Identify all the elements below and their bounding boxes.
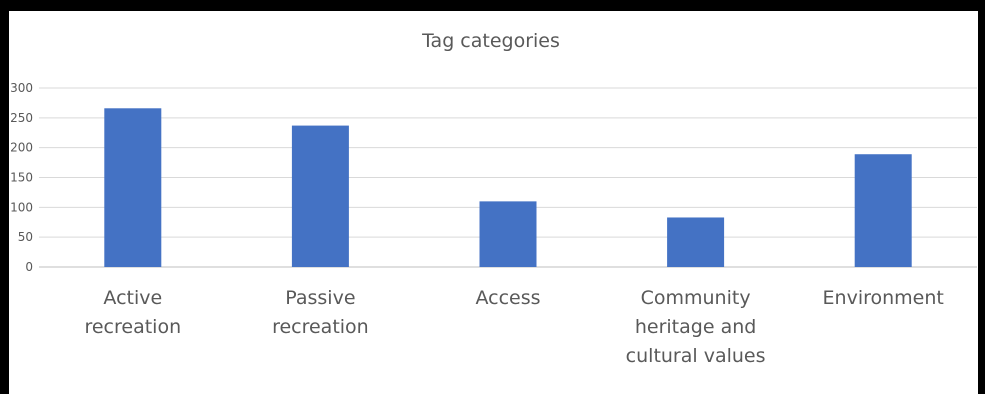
y-tick-label: 150	[10, 171, 33, 185]
bar	[291, 125, 349, 267]
bars	[104, 108, 912, 267]
bar	[854, 154, 912, 267]
y-tick-label: 100	[10, 200, 33, 214]
y-tick-label: 200	[10, 141, 33, 155]
y-axis-ticks: 0 50 100 150 200 250 300	[10, 81, 33, 274]
bar-chart: Tag categories 0 50 100 150 200 250 300 Active…	[10, 30, 977, 367]
x-tick-label: Environment	[823, 287, 944, 309]
bar	[667, 217, 725, 267]
bar	[479, 201, 537, 267]
x-tick-label: Active recreation	[84, 287, 181, 338]
bar	[104, 108, 162, 267]
x-tick-label: Access	[475, 287, 540, 309]
x-tick-label: Community heritage and cultural values	[626, 287, 766, 367]
y-tick-label: 50	[18, 230, 33, 244]
y-tick-label: 300	[10, 81, 33, 95]
y-tick-label: 0	[25, 260, 33, 274]
x-axis-labels: Active recreation Passive recreation Access C…	[84, 287, 943, 367]
y-tick-label: 250	[10, 111, 33, 125]
x-tick-label: Passive recreation	[272, 287, 369, 338]
chart-title: Tag categories	[421, 30, 560, 52]
